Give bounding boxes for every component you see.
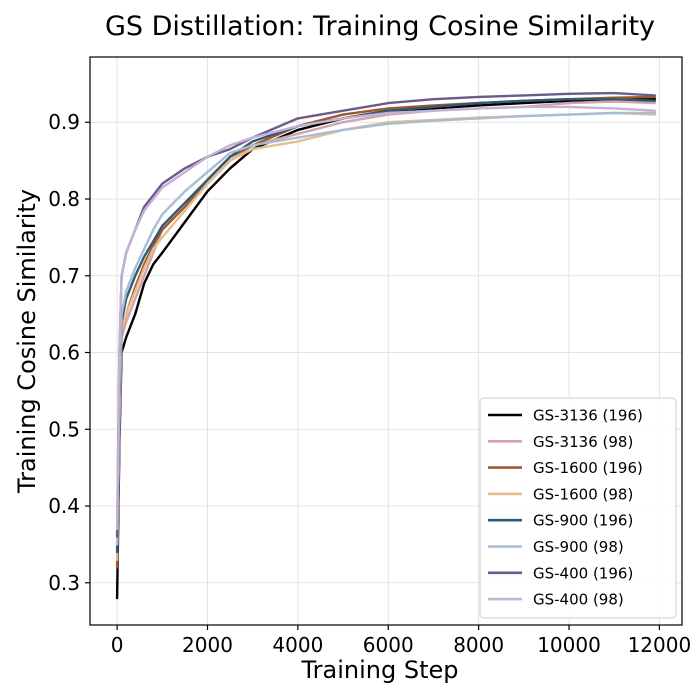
series-line-6	[115, 111, 657, 546]
legend-label-1: GS-3136 (196)	[533, 407, 643, 425]
y-tick-label: 0.5	[48, 417, 80, 441]
chart-title: GS Distillation: Training Cosine Similar…	[105, 11, 655, 42]
x-tick-label: 10000	[537, 633, 601, 657]
series-line-1	[115, 97, 657, 600]
legend-label-4: GS-1600 (98)	[533, 485, 633, 503]
legend-label-6: GS-900 (98)	[533, 538, 624, 556]
y-tick-label: 0.9	[48, 110, 80, 134]
y-tick-label: 0.7	[48, 264, 80, 288]
legend-label-5: GS-900 (196)	[533, 512, 633, 530]
legend-label-3: GS-1600 (196)	[533, 459, 643, 477]
legend-label-2: GS-3136 (98)	[533, 433, 633, 451]
x-tick-label: 0	[111, 633, 124, 657]
legend-label-8: GS-400 (98)	[533, 591, 624, 609]
series-lines	[115, 91, 657, 600]
x-tick-label: 2000	[182, 633, 233, 657]
y-tick-label: 0.4	[48, 494, 80, 518]
x-axis-label: Training Step	[301, 656, 459, 684]
y-tick-label: 0.8	[48, 187, 80, 211]
series-line-8	[115, 105, 657, 531]
plot-frame	[89, 56, 683, 626]
x-tick-label: 4000	[272, 633, 323, 657]
x-tick-label: 12000	[628, 633, 692, 657]
y-axis-ticks: 0.3 0.4 0.5 0.6 0.7 0.8 0.9	[48, 110, 90, 595]
x-tick-label: 8000	[453, 633, 504, 657]
legend: GS-3136 (196) GS-3136 (98) GS-1600 (196) GS…	[479, 397, 677, 619]
y-tick-label: 0.3	[48, 571, 80, 595]
x-tick-label: 6000	[363, 633, 414, 657]
legend-label-7: GS-400 (196)	[533, 564, 633, 582]
x-axis-ticks: 0 2000 4000 6000 8000 10000 12000	[111, 625, 691, 657]
legend-box	[479, 397, 677, 619]
y-tick-label: 0.6	[48, 341, 80, 365]
y-axis-label: Training Cosine Similarity	[13, 189, 41, 494]
series-line-5	[115, 97, 657, 554]
